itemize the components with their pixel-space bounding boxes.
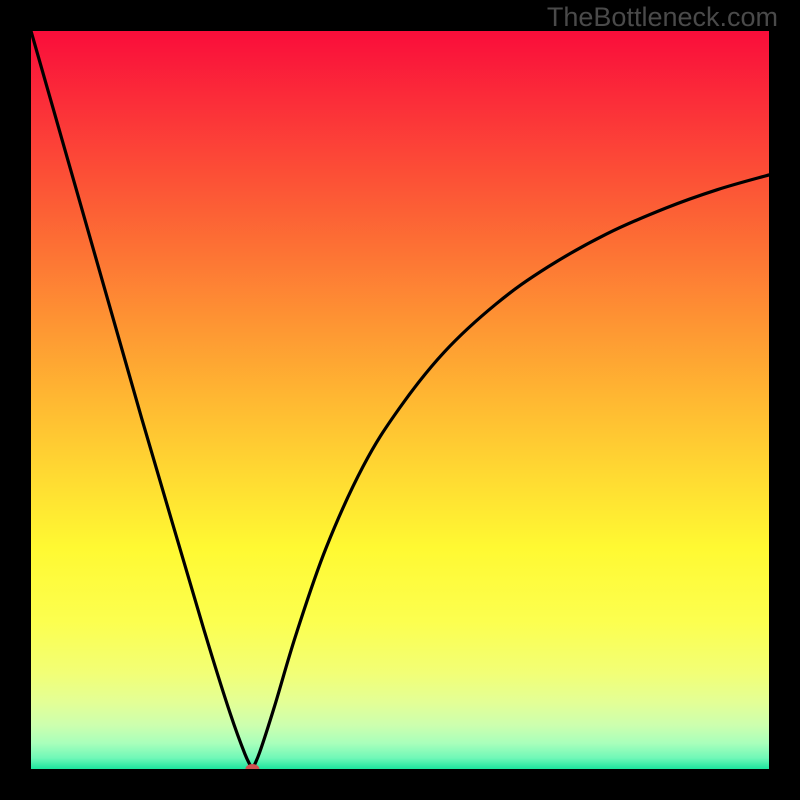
curve-layer (31, 31, 769, 769)
plot-area (31, 31, 769, 769)
minimum-marker (245, 764, 259, 769)
watermark-text: TheBottleneck.com (547, 2, 778, 33)
chart-frame: TheBottleneck.com (0, 0, 800, 800)
bottleneck-curve (31, 31, 769, 769)
